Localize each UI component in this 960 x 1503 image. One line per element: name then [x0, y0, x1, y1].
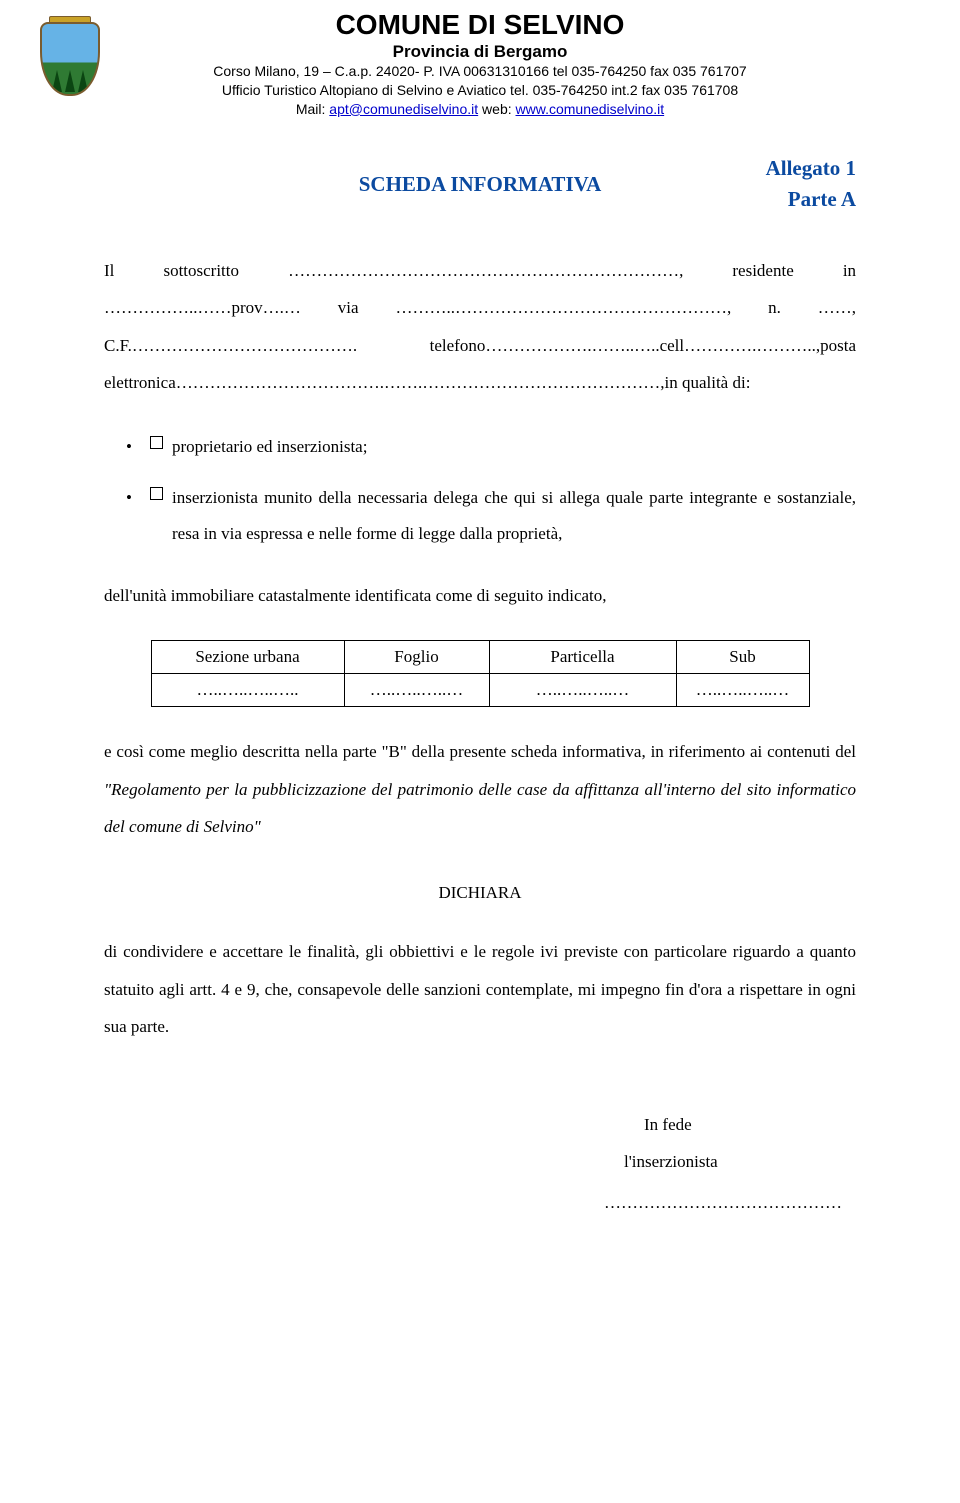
cell-foglio: …..…..…..… — [344, 674, 489, 707]
municipal-crest-icon — [34, 18, 106, 106]
intro-word-residente: residente — [732, 261, 793, 280]
title-row: SCHEDA INFORMATIVA Allegato 1 Parte A — [104, 153, 856, 216]
col-sezione-urbana: Sezione urbana — [151, 641, 344, 674]
web-link[interactable]: www.comunediselvino.it — [516, 101, 665, 117]
intro-word-il: Il — [104, 261, 114, 280]
closing-inserzionista: l'inserzionista — [624, 1143, 856, 1180]
dichiara-heading: DICHIARA — [104, 883, 856, 903]
header-line-3: Mail: apt@comunediselvino.it web: www.co… — [104, 100, 856, 119]
signature-line: …………………………………… — [604, 1184, 856, 1221]
option-label: inserzionista munito della necessaria de… — [172, 488, 856, 544]
cadastral-table: Sezione urbana Foglio Particella Sub …..… — [151, 640, 810, 707]
closing-in-fede: In fede — [644, 1106, 856, 1143]
option-item-proprietario: proprietario ed inserzionista; — [126, 429, 856, 466]
para1-lead: e così come meglio descritta nella parte… — [104, 742, 856, 761]
option-item-inserzionista-delega: inserzionista munito della necessaria de… — [126, 480, 856, 553]
cell-sezione: …..…..…..….. — [151, 674, 344, 707]
checkbox-icon[interactable] — [150, 436, 163, 449]
parte-label: Parte A — [706, 184, 856, 216]
after-options-text: dell'unità immobiliare catastalmente ide… — [104, 577, 856, 614]
web-label: web: — [478, 101, 515, 117]
closing-block: In fede l'inserzionista …………………………………… — [104, 1106, 856, 1222]
intro-line-1: Il sottoscritto ……………………………………………………………,… — [104, 252, 856, 289]
letterhead: COMUNE DI SELVINO Provincia di Bergamo C… — [104, 10, 856, 119]
para1-italic: "Regolamento per la pubblicizzazione del… — [104, 780, 856, 836]
header-line-2: Ufficio Turistico Altopiano di Selvino e… — [104, 81, 856, 100]
header-line-1: Corso Milano, 19 – C.a.p. 24020- P. IVA … — [104, 62, 856, 81]
paragraph-description: e così come meglio descritta nella parte… — [104, 733, 856, 845]
main-title: SCHEDA INFORMATIVA — [254, 172, 706, 197]
allegato-column: Allegato 1 Parte A — [706, 153, 856, 216]
table-header-row: Sezione urbana Foglio Particella Sub — [151, 641, 809, 674]
col-sub: Sub — [676, 641, 809, 674]
mail-link[interactable]: apt@comunediselvino.it — [329, 101, 478, 117]
allegato-label: Allegato 1 — [706, 153, 856, 185]
intro-dots-1: ……………………………………………………………, — [288, 261, 683, 280]
intro-block: Il sottoscritto ……………………………………………………………,… — [104, 252, 856, 402]
document-page: COMUNE DI SELVINO Provincia di Bergamo C… — [0, 0, 960, 1503]
intro-word-in: in — [843, 261, 856, 280]
paragraph-acceptance: di condividere e accettare le finalità, … — [104, 933, 856, 1045]
table-row: …..…..…..….. …..…..…..… …..…..…..… …..….… — [151, 674, 809, 707]
col-particella: Particella — [489, 641, 676, 674]
header-subtitle: Provincia di Bergamo — [104, 41, 856, 62]
options-list: proprietario ed inserzionista; inserzion… — [126, 429, 856, 553]
option-label: proprietario ed inserzionista; — [172, 437, 367, 456]
header-title: COMUNE DI SELVINO — [104, 10, 856, 41]
col-foglio: Foglio — [344, 641, 489, 674]
mail-label: Mail: — [296, 101, 329, 117]
cell-particella: …..…..…..… — [489, 674, 676, 707]
cell-sub: …..…..…..… — [676, 674, 809, 707]
checkbox-icon[interactable] — [150, 487, 163, 500]
intro-line-2: ……………..……prov….… via ………..……………………………………… — [104, 289, 856, 401]
intro-word-sottoscritto: sottoscritto — [163, 261, 239, 280]
